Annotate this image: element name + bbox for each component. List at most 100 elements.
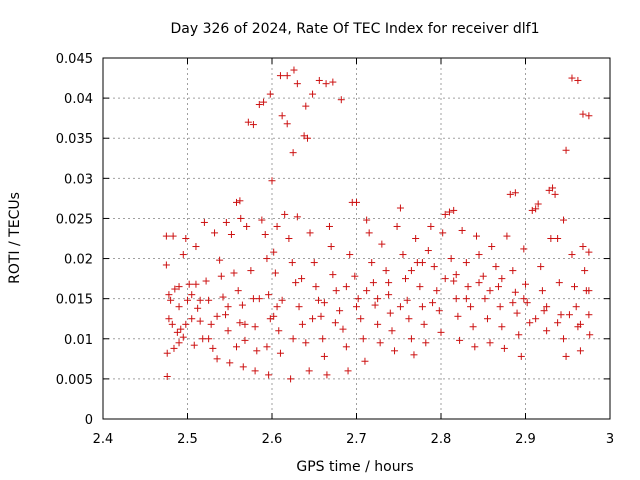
data-point: [368, 259, 376, 267]
data-point: [285, 235, 293, 242]
data-point: [488, 243, 496, 251]
data-point: [515, 331, 523, 339]
y-tick-label: 0.015: [56, 293, 93, 308]
data-point: [560, 335, 568, 343]
data-point: [471, 343, 479, 351]
data-point: [266, 90, 274, 98]
data-point: [325, 222, 333, 230]
data-point: [385, 291, 393, 299]
axis-ticks: [102, 57, 611, 420]
data-point: [289, 335, 297, 343]
data-point: [205, 296, 213, 304]
data-point: [498, 323, 506, 331]
data-point: [179, 333, 187, 341]
data-point: [441, 210, 449, 218]
data-point: [579, 110, 587, 118]
data-point: [365, 229, 373, 237]
data-point: [270, 312, 278, 320]
data-point: [253, 347, 261, 355]
data-point: [289, 149, 297, 157]
data-point: [226, 359, 234, 367]
data-point: [450, 277, 458, 285]
data-point: [167, 296, 175, 304]
data-point: [494, 283, 502, 291]
data-point: [543, 327, 551, 335]
data-point: [469, 323, 477, 331]
data-point: [192, 243, 200, 251]
data-point: [255, 295, 263, 303]
data-point: [420, 320, 428, 328]
data-point: [234, 287, 242, 295]
data-point: [168, 320, 176, 328]
data-point: [534, 200, 542, 208]
data-point: [565, 311, 573, 319]
data-point: [445, 208, 453, 216]
data-point: [396, 204, 404, 212]
data-point: [344, 367, 352, 375]
data-point: [509, 299, 517, 307]
data-point: [396, 303, 404, 311]
data-point: [243, 222, 251, 230]
data-point: [162, 261, 170, 269]
data-point: [276, 72, 284, 80]
data-point: [378, 240, 386, 248]
data-point: [163, 349, 171, 357]
data-point: [572, 303, 580, 311]
data-point: [342, 283, 350, 291]
data-point: [323, 371, 331, 379]
data-point: [353, 198, 360, 206]
data-point: [273, 303, 281, 311]
data-point: [403, 296, 411, 304]
data-point: [430, 263, 438, 271]
data-point: [196, 317, 204, 325]
data-point: [500, 344, 508, 352]
data-point: [200, 218, 208, 226]
data-point: [407, 335, 415, 343]
data-point: [496, 303, 504, 311]
data-point: [295, 303, 303, 311]
x-axis-label: GPS time / hours: [296, 459, 413, 475]
data-point: [585, 248, 593, 256]
data-point: [273, 222, 281, 230]
data-point: [270, 248, 278, 256]
data-point: [175, 303, 183, 311]
data-point: [441, 275, 449, 283]
data-point: [452, 271, 460, 279]
data-point: [576, 320, 584, 328]
data-point: [424, 247, 432, 255]
data-point: [369, 279, 377, 287]
data-point: [319, 335, 327, 343]
data-point: [464, 283, 472, 291]
y-tick-label: 0.03: [64, 172, 93, 187]
data-point: [532, 205, 540, 213]
chart-title: Day 326 of 2024, Rate Of TEC Index for r…: [171, 21, 540, 37]
data-point: [503, 232, 511, 240]
data-point: [475, 279, 483, 287]
data-point: [342, 343, 350, 351]
data-point: [293, 80, 301, 88]
data-point: [249, 121, 257, 129]
data-point: [179, 251, 187, 259]
data-point: [283, 120, 291, 128]
data-point: [265, 291, 273, 299]
x-tick-label: 3: [606, 432, 614, 447]
data-point: [227, 230, 235, 238]
data-point: [532, 315, 540, 323]
x-tick-label: 2.7: [346, 432, 367, 447]
data-point: [513, 309, 521, 317]
data-point: [402, 275, 410, 283]
data-point: [241, 336, 249, 344]
data-point: [241, 320, 249, 328]
data-point: [429, 299, 437, 307]
data-point: [169, 232, 177, 240]
data-point: [357, 315, 365, 323]
data-point: [331, 319, 339, 327]
data-point: [456, 336, 464, 344]
data-point: [190, 341, 198, 349]
data-point: [239, 363, 247, 371]
data-point: [410, 351, 418, 359]
data-point: [287, 375, 295, 383]
data-point: [315, 76, 323, 84]
data-point: [268, 177, 276, 185]
